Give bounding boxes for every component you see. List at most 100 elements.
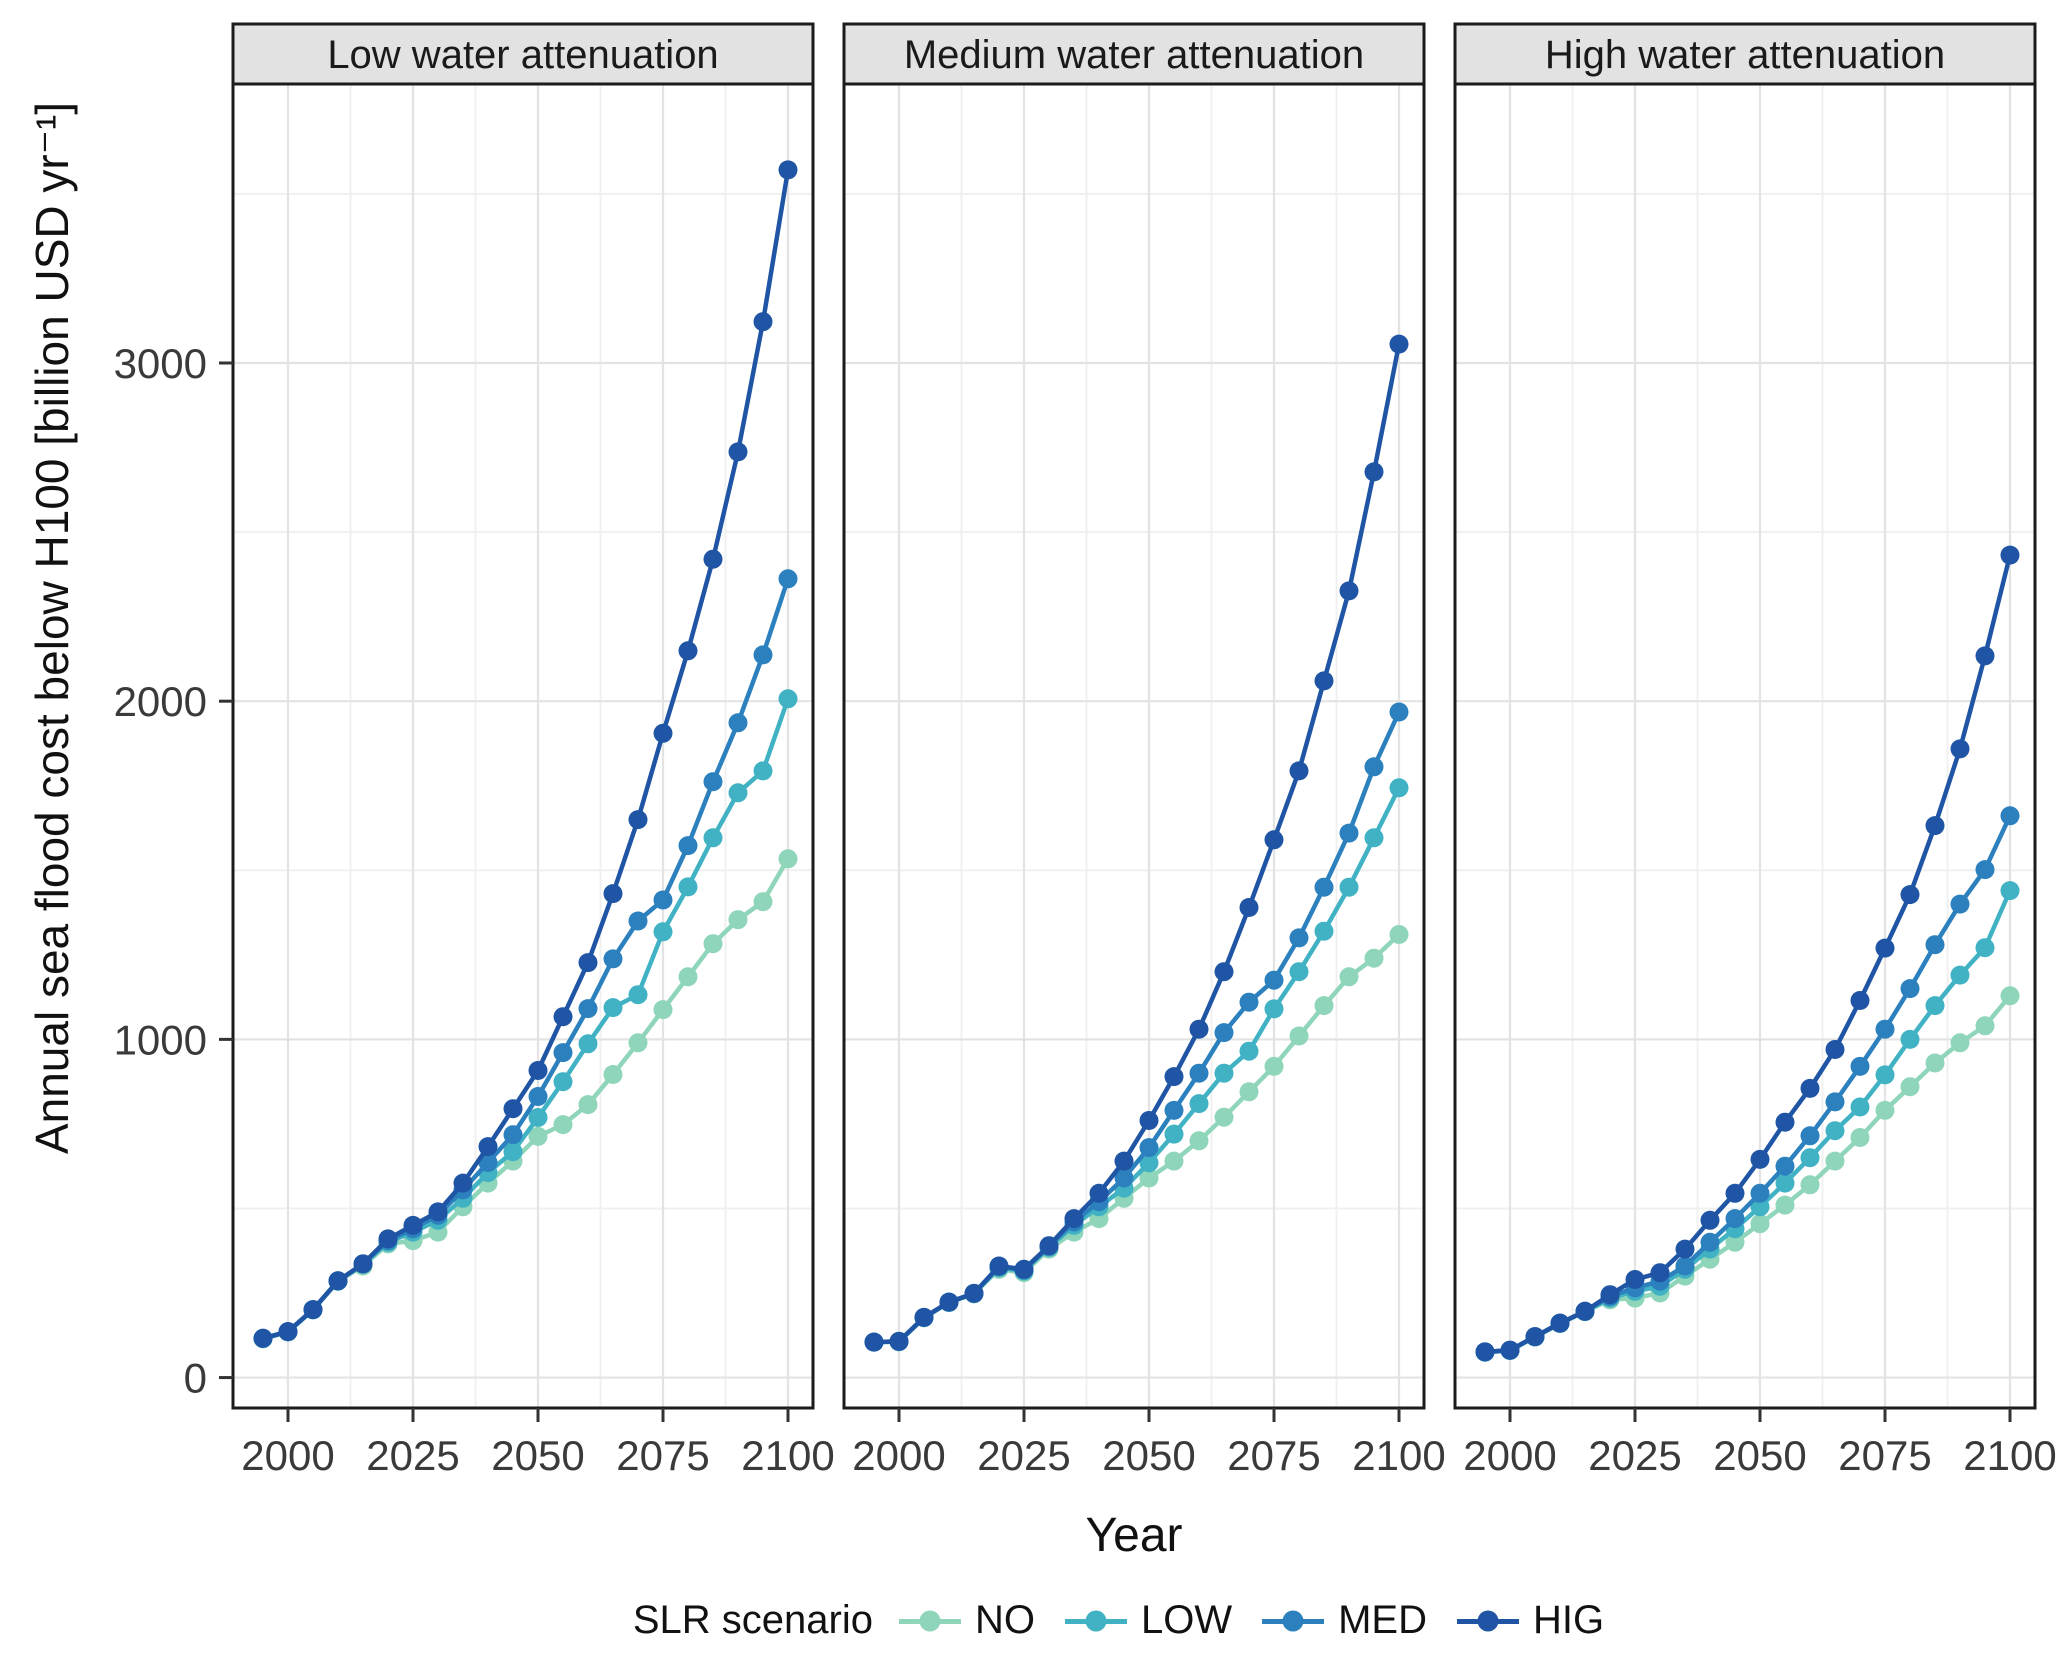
legend-key-dot (919, 1610, 941, 1631)
x-tick-label: 2050 (1713, 1432, 1806, 1479)
data-point-MED (778, 569, 798, 589)
data-point-HIG (1264, 830, 1284, 850)
data-point-NO (1239, 1082, 1259, 1102)
data-point-LOW (2000, 881, 2020, 901)
data-point-MED (1314, 877, 1334, 897)
data-point-NO (1314, 996, 1334, 1016)
data-point-LOW (578, 1034, 598, 1054)
data-point-MED (753, 645, 773, 665)
data-point-HIG (1364, 462, 1384, 482)
data-point-HIG (1650, 1263, 1670, 1283)
data-point-NO (1950, 1033, 1970, 1053)
data-point-HIG (553, 1007, 573, 1027)
legend-key-dot (1282, 1610, 1304, 1631)
data-point-HIG (1014, 1259, 1034, 1279)
data-point-NO (703, 934, 723, 954)
data-point-NO (528, 1126, 548, 1146)
data-point-LOW (1289, 962, 1309, 982)
legend-entry-HIG: HIG (1457, 1598, 1604, 1643)
data-point-HIG (1475, 1342, 1495, 1362)
data-point-MED (553, 1043, 573, 1063)
data-point-LOW (1925, 996, 1945, 1016)
data-point-MED (603, 949, 623, 969)
legend-entry-label: MED (1338, 1598, 1427, 1642)
data-point-LOW (1264, 999, 1284, 1019)
data-point-HIG (328, 1271, 348, 1291)
data-point-HIG (303, 1300, 323, 1320)
data-point-LOW (1314, 921, 1334, 941)
data-point-MED (1675, 1256, 1695, 1276)
data-point-LOW (553, 1072, 573, 1092)
data-point-LOW (1775, 1173, 1795, 1193)
data-point-MED (628, 911, 648, 931)
data-point-NO (1975, 1016, 1995, 1036)
data-point-HIG (989, 1256, 1009, 1276)
data-point-MED (1775, 1156, 1795, 1176)
data-point-LOW (1800, 1148, 1820, 1168)
data-point-NO (603, 1065, 623, 1084)
data-point-LOW (1850, 1097, 1870, 1117)
data-point-MED (1239, 992, 1259, 1012)
data-point-NO (578, 1095, 598, 1115)
data-point-MED (1900, 979, 1920, 999)
data-point-HIG (428, 1202, 448, 1222)
x-axis-title: Year (1085, 1509, 1183, 1562)
legend-entry-label: NO (974, 1598, 1035, 1642)
data-point-MED (1339, 823, 1359, 843)
data-point-LOW (1189, 1094, 1209, 1114)
x-tick-label: 2100 (741, 1432, 834, 1479)
data-point-LOW (1750, 1197, 1770, 1217)
legend-entry-label: HIG (1533, 1598, 1605, 1642)
panel: Low water attenuation 2000 2025 2050 2075 210… (231, 22, 835, 1479)
data-point-MED (528, 1087, 548, 1106)
data-point-NO (1800, 1175, 1820, 1195)
panel-bg (1455, 84, 2035, 1408)
data-point-MED (1875, 1019, 1895, 1039)
data-point-MED (678, 836, 698, 856)
data-point-HIG (1925, 816, 1945, 836)
data-point-MED (1700, 1232, 1720, 1252)
data-point-NO (653, 1000, 673, 1020)
x-tick-label: 2100 (1963, 1432, 2056, 1479)
data-point-LOW (703, 828, 723, 848)
data-point-HIG (1239, 898, 1259, 917)
data-point-HIG (864, 1332, 884, 1352)
data-point-HIG (964, 1283, 984, 1303)
data-point-LOW (1389, 778, 1409, 798)
legend: SLR scenario NO LOW MED HIG (100, 1598, 2067, 1643)
panel: High water attenuation 2000 2025 2050 2075 21… (1453, 22, 2057, 1479)
data-point-HIG (914, 1307, 934, 1327)
legend-key-icon (1457, 1609, 1519, 1633)
data-point-HIG (939, 1292, 959, 1312)
data-point-HIG (253, 1328, 273, 1348)
data-point-LOW (1164, 1124, 1184, 1144)
y-tick-label: 1000 (114, 1016, 207, 1063)
data-point-HIG (678, 641, 698, 661)
y-tick-label: 3000 (114, 340, 207, 387)
data-point-LOW (678, 877, 698, 897)
data-point-NO (1214, 1107, 1234, 1127)
panel-bg (233, 84, 813, 1408)
data-point-MED (1164, 1100, 1184, 1120)
data-point-MED (1975, 860, 1995, 880)
data-point-HIG (1600, 1285, 1620, 1305)
data-point-HIG (628, 810, 648, 830)
data-point-MED (703, 772, 723, 792)
data-point-HIG (728, 442, 748, 462)
series-line-HIG (1484, 554, 2013, 1355)
data-point-HIG (1164, 1067, 1184, 1087)
data-point-MED (653, 890, 673, 910)
data-point-LOW (1239, 1041, 1259, 1061)
data-point-LOW (1825, 1121, 1845, 1141)
x-tick-label: 2025 (1588, 1432, 1681, 1479)
x-tick-label: 2000 (241, 1432, 334, 1479)
data-point-NO (678, 967, 698, 987)
data-point-MED (1139, 1138, 1159, 1158)
x-tick-label: 2000 (852, 1432, 945, 1479)
data-point-HIG (753, 312, 773, 332)
data-point-NO (1925, 1053, 1945, 1073)
data-point-NO (1339, 967, 1359, 987)
data-point-HIG (478, 1137, 498, 1157)
data-point-HIG (1089, 1183, 1109, 1203)
